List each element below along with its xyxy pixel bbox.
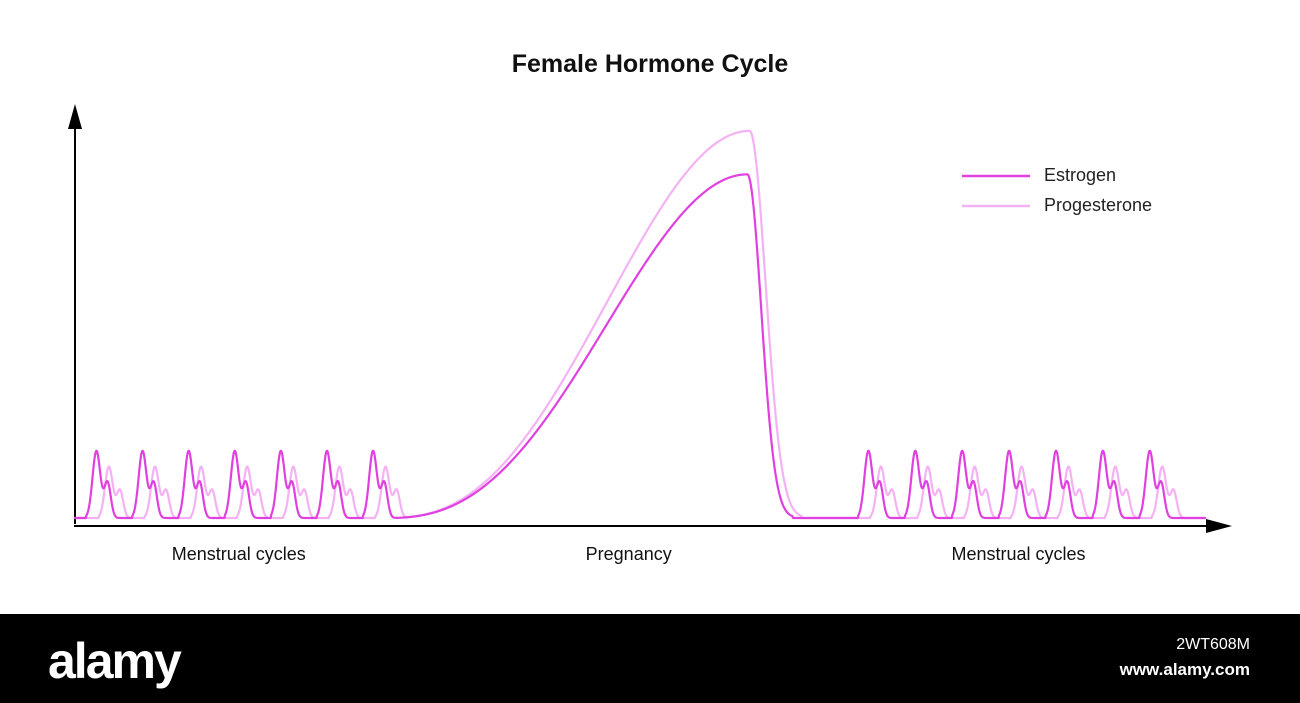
chart-title: Female Hormone Cycle bbox=[512, 50, 789, 78]
legend-label-progesterone: Progesterone bbox=[1044, 195, 1152, 215]
image-id: 2WT608M bbox=[1176, 636, 1250, 653]
series-line-estrogen bbox=[73, 173, 1207, 520]
legend: Estrogen Progesterone bbox=[962, 165, 1152, 215]
chart-svg: Female Hormone Cycle Estrogen Progestero… bbox=[68, 50, 1232, 564]
series-group bbox=[73, 129, 1207, 520]
phase-label-pregnancy: Pregnancy bbox=[586, 544, 672, 564]
series-line-progesterone bbox=[73, 129, 1207, 520]
alamy-logo: alamy bbox=[48, 633, 182, 689]
footer-url: www.alamy.com bbox=[1119, 660, 1250, 679]
footer-banner: alamy 2WT608M www.alamy.com bbox=[0, 614, 1300, 703]
phase-label-menstrual-cycles-1: Menstrual cycles bbox=[172, 544, 306, 564]
phase-label-menstrual-cycles-2: Menstrual cycles bbox=[951, 544, 1085, 564]
legend-label-estrogen: Estrogen bbox=[1044, 165, 1116, 185]
x-axis-arrow bbox=[1206, 519, 1232, 533]
y-axis-arrow bbox=[68, 104, 82, 129]
